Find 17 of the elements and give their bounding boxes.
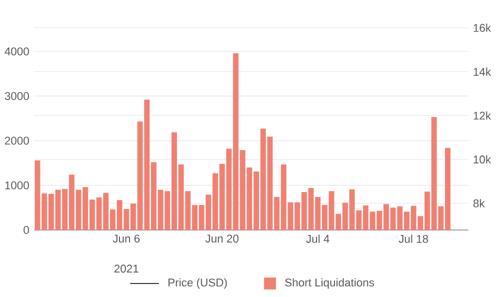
x-tick-label: Jul 4	[306, 234, 330, 243]
y2-tick-label: 8k	[473, 198, 485, 208]
x-tick-label: Jul 18	[398, 234, 428, 243]
y-tick-label: 1000	[5, 181, 29, 190]
y2-tick-label: 16k	[474, 23, 492, 32]
y-tick-label: 2000	[4, 136, 29, 144]
legend-label: Short Liquidations	[285, 278, 374, 289]
text: 2021	[114, 264, 138, 272]
y-tick-label: 4000	[4, 47, 29, 56]
y2-tick-label: 14k	[474, 67, 492, 76]
x-tick-label: Jun 6	[112, 234, 140, 242]
x-tick-label: Jun 20	[205, 234, 239, 242]
y2-tick-label: 12k	[474, 111, 492, 120]
y-tick-label: 3000	[4, 92, 29, 100]
y2-tick-label: 10k	[474, 155, 492, 164]
y-tick-label: 0	[24, 226, 29, 234]
legend-label: Price (USD)	[168, 278, 227, 289]
